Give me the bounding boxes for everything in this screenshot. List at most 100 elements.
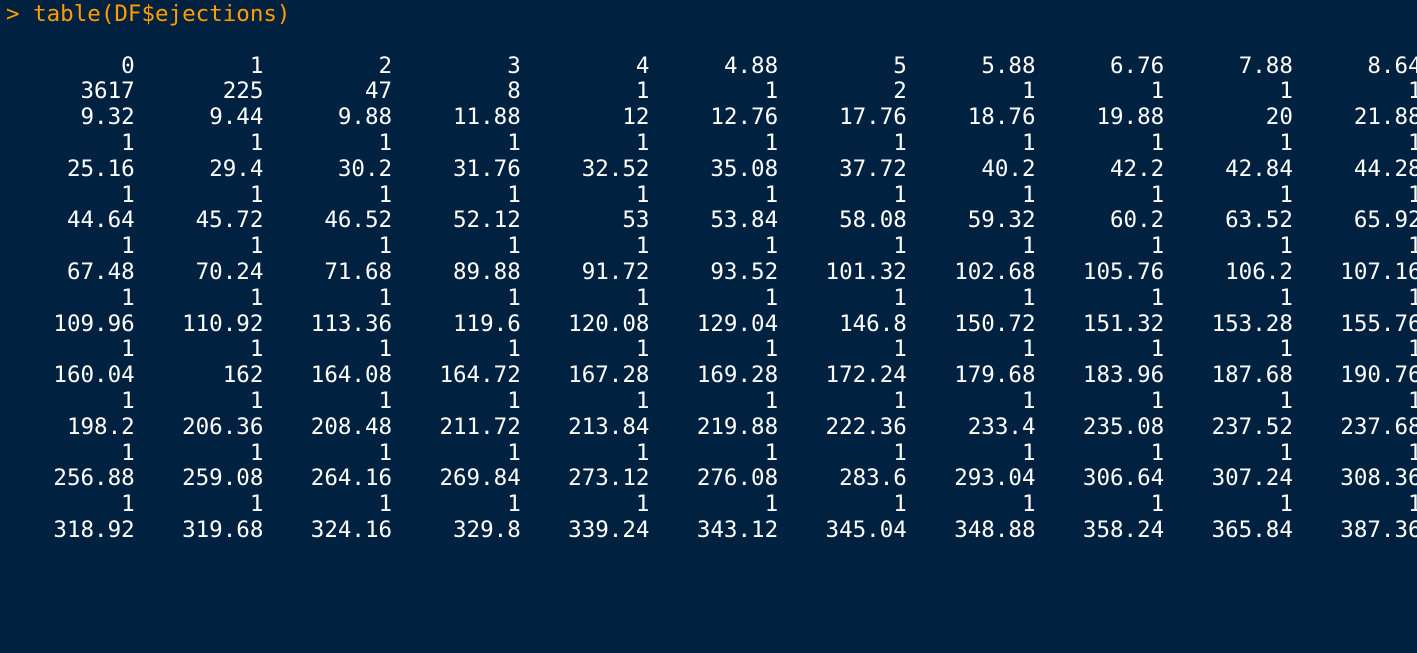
table-value-cell: 129.04 [696,310,779,337]
table-value-cell: 219.88 [696,413,779,440]
table-count-cell: 1 [378,336,393,363]
table-count-cell: 1 [1021,491,1036,518]
table-value-cell: 45.72 [195,207,264,234]
table-value-cell: 42.2 [1110,155,1165,182]
table-value-cell: 29.4 [209,155,264,182]
table-value-cell: 4 [635,52,650,79]
table-count-cell: 1 [378,491,393,518]
command-line: > table(DF$ejections) [6,1,1417,28]
table-count-cell: 1 [1408,181,1417,208]
table-count-cell: 1 [893,336,907,363]
table-value-cell: 32.52 [581,155,650,182]
table-value-cell: 12 [622,104,650,131]
table-count-cell: 1 [1150,491,1165,518]
table-value-cell: 307.24 [1211,465,1293,492]
table-value-cell: 179.68 [954,362,1036,389]
table-count-cell: 3617 [80,78,135,105]
table-count-cell: 1 [1408,439,1417,466]
table-value-cell: 67.48 [66,258,135,285]
table-count-cell: 1 [1279,439,1293,466]
table-value-cell: 169.28 [696,362,779,389]
table-value-cell: 6.76 [1110,52,1165,79]
table-count-cell: 1 [1150,233,1165,260]
table-values-row: 318.92 319.68 324.16 329.8 339.24 343.12 345.0… [6,516,1417,544]
table-count-cell: 1 [1021,284,1036,311]
table-value-cell: 7.88 [1238,52,1293,79]
table-count-cell: 1 [893,233,907,260]
table-count-cell: 1 [121,491,135,518]
table-value-cell: 172.24 [825,362,907,389]
table-count-cell: 1 [1408,491,1417,518]
table-count-cell: 1 [378,233,393,260]
table-value-cell: 37.72 [839,155,907,182]
table-value-cell: 345.04 [825,516,907,543]
table-value-cell: 102.68 [954,258,1036,285]
table-count-cell: 1 [764,78,779,105]
table-count-cell: 1 [893,284,907,311]
table-value-cell: 109.96 [53,310,135,337]
table-value-cell: 101.32 [825,258,907,285]
table-value-cell: 153.28 [1211,310,1293,337]
table-value-cell: 293.04 [954,465,1036,492]
table-value-cell: 164.08 [310,362,393,389]
table-values-row: 0 1 2 3 4 4.88 5 5.88 6.76 7.88 8.64 [6,52,1417,80]
table-count-cell: 1 [1279,181,1293,208]
table-value-cell: 233.4 [967,413,1036,440]
table-counts-row: 1 1 1 1 1 1 1 1 1 1 1 [6,439,1417,467]
table-value-cell: 0 [121,52,135,79]
table-value-cell: 318.92 [53,516,135,543]
table-value-cell: 93.52 [710,258,779,285]
table-value-cell: 110.92 [182,310,264,337]
table-count-cell: 1 [121,336,135,363]
table-values-row: 9.32 9.44 9.88 11.88 12 12.76 17.76 18.76 19.88 2… [6,104,1417,131]
table-count-cell: 1 [764,439,779,466]
table-count-cell: 1 [249,439,264,466]
table-value-cell: 17.76 [839,104,907,131]
table-value-cell: 306.64 [1082,465,1165,492]
table-value-cell: 4.88 [723,52,779,79]
table-value-cell: 46.52 [324,207,393,234]
table-count-cell: 1 [1150,181,1165,208]
table-values-row: 67.48 70.24 71.68 89.88 91.72 93.52 101.32 102.… [6,258,1417,286]
table-value-cell: 58.08 [839,207,907,234]
table-value-cell: 256.88 [53,465,135,492]
table-value-cell: 70.24 [195,258,264,285]
table-count-cell: 1 [1279,336,1293,363]
table-value-cell: 183.96 [1082,362,1165,389]
table-count-cell: 1 [1279,491,1293,518]
table-value-cell: 387.36 [1340,516,1417,543]
table-count-cell: 1 [507,491,521,518]
table-value-cell: 107.16 [1340,258,1417,285]
table-value-cell: 9.32 [80,104,135,131]
table-count-cell: 1 [1021,129,1036,156]
table-value-cell: 222.36 [825,413,907,440]
table-value-cell: 269.84 [439,465,521,492]
table-count-cell: 1 [249,491,264,518]
table-value-cell: 1 [249,52,264,79]
table-value-cell: 52.12 [453,207,521,234]
table-value-cell: 5.88 [981,52,1036,79]
table-count-cell: 1 [507,233,521,260]
table-count-cell: 8 [507,78,521,105]
table-values-row: 25.16 29.4 30.2 31.76 32.52 35.08 37.72 40.2 42.… [6,155,1417,183]
table-value-cell: 146.8 [839,310,907,337]
table-count-cell: 1 [1150,387,1165,414]
table-count-cell: 1 [378,439,393,466]
table-count-cell: 1 [121,233,135,260]
table-values-row: 160.04 162 164.08 164.72 167.28 169.28 172.24 1… [6,362,1417,389]
table-count-cell: 47 [364,78,393,105]
table-count-cell: 1 [1021,387,1036,414]
table-values-row: 256.88 259.08 264.16 269.84 273.12 276.08 283.… [6,465,1417,492]
table-value-cell: 35.08 [710,155,779,182]
table-count-cell: 1 [249,336,264,363]
table-count-cell: 1 [121,181,135,208]
table-value-cell: 162 [222,362,264,389]
table-value-cell: 198.2 [66,413,135,440]
table-count-cell: 1 [893,491,907,518]
table-count-cell: 1 [507,439,521,466]
table-value-cell: 63.52 [1225,207,1293,234]
table-value-cell: 3 [507,52,521,79]
table-count-cell: 1 [1408,336,1417,363]
table-value-cell: 12.76 [710,104,779,131]
